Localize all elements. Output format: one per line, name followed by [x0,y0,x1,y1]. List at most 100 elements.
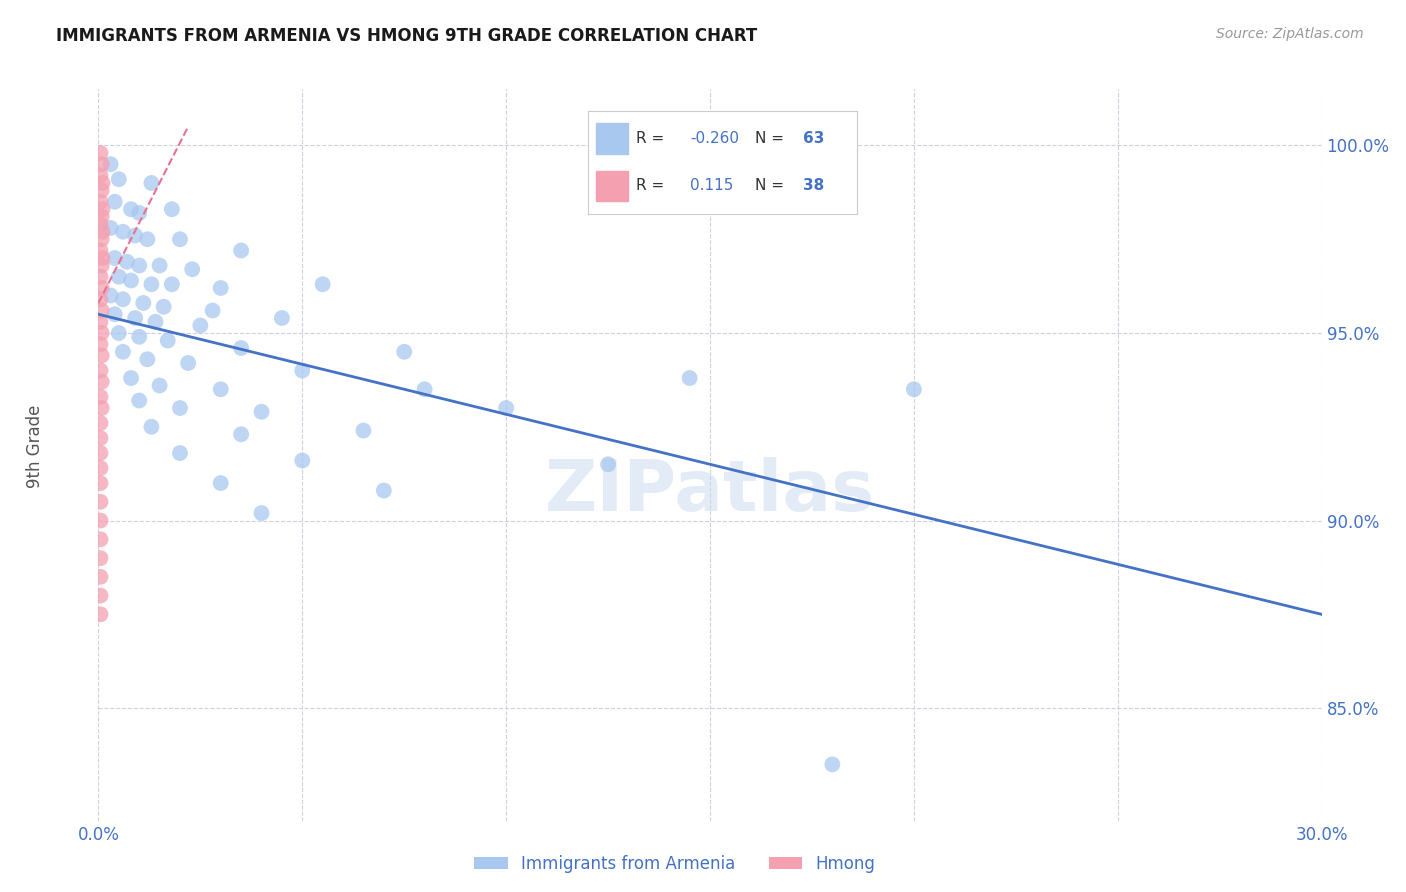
Point [128,393,150,408]
Point [90,232,112,246]
Point [90,375,112,389]
Point [156,334,179,348]
Point [111,344,134,359]
Point [89,446,111,460]
Point [90,349,112,363]
Point [89,315,111,329]
Point [392,344,416,359]
Point [90,210,112,224]
Point [89,514,111,528]
Point [373,483,395,498]
Point [108,269,131,284]
Point [89,533,111,547]
Point [181,262,204,277]
Text: IMMIGRANTS FROM ARMENIA VS HMONG 9TH GRADE CORRELATION CHART: IMMIGRANTS FROM ARMENIA VS HMONG 9TH GRA… [56,27,758,45]
Point [679,371,702,385]
Point [89,169,111,183]
Point [413,382,436,396]
Point [495,401,517,415]
Point [89,145,111,160]
Point [91,251,114,265]
Point [111,292,134,306]
Point [136,232,159,246]
Point [291,453,314,467]
Point [821,757,844,772]
Point [90,184,112,198]
Point [108,172,131,186]
Point [270,311,294,326]
Point [291,363,314,377]
Point [250,405,273,419]
Point [100,288,122,302]
Point [100,157,122,171]
Point [160,202,183,217]
Point [209,476,232,491]
Point [108,326,131,340]
Point [124,311,146,326]
Point [89,476,111,491]
Point [89,217,111,231]
Point [201,303,224,318]
Point [231,427,253,442]
Point [104,194,127,209]
Text: Source: ZipAtlas.com: Source: ZipAtlas.com [1216,27,1364,41]
Point [209,382,232,396]
Point [169,401,191,415]
Point [149,259,172,273]
Point [152,300,174,314]
Point [120,371,142,385]
Legend: Immigrants from Armenia, Hmong: Immigrants from Armenia, Hmong [468,848,882,880]
Point [89,570,111,584]
Point [90,259,112,273]
Point [91,202,114,217]
Text: ZIPatlas: ZIPatlas [546,457,875,526]
Point [111,225,134,239]
Point [141,419,163,434]
Point [89,269,111,284]
Point [250,506,273,520]
Point [149,378,172,392]
Point [89,292,111,306]
Point [89,194,111,209]
Point [231,341,253,355]
Point [89,607,111,622]
Point [100,221,122,235]
Point [136,352,159,367]
Text: 9th Grade: 9th Grade [27,404,44,488]
Point [89,551,111,566]
Point [115,254,138,268]
Point [90,326,112,340]
Point [120,202,142,217]
Point [903,382,925,396]
Point [128,206,150,220]
Point [128,259,150,273]
Point [89,363,111,377]
Point [90,303,112,318]
Point [124,228,146,243]
Point [160,277,183,292]
Point [128,330,150,344]
Point [89,589,111,603]
Point [89,416,111,430]
Point [177,356,200,370]
Point [90,401,112,415]
Point [89,337,111,351]
Point [90,281,112,295]
Point [132,296,155,310]
Point [145,315,167,329]
Point [169,232,191,246]
Point [231,244,253,258]
Point [169,446,191,460]
Point [89,390,111,404]
Point [104,251,127,265]
Point [120,273,142,287]
Point [141,277,163,292]
Point [91,176,114,190]
Point [89,431,111,445]
Point [91,225,114,239]
Point [188,318,212,333]
Point [312,277,335,292]
Point [596,458,619,472]
Point [90,157,112,171]
Point [89,244,111,258]
